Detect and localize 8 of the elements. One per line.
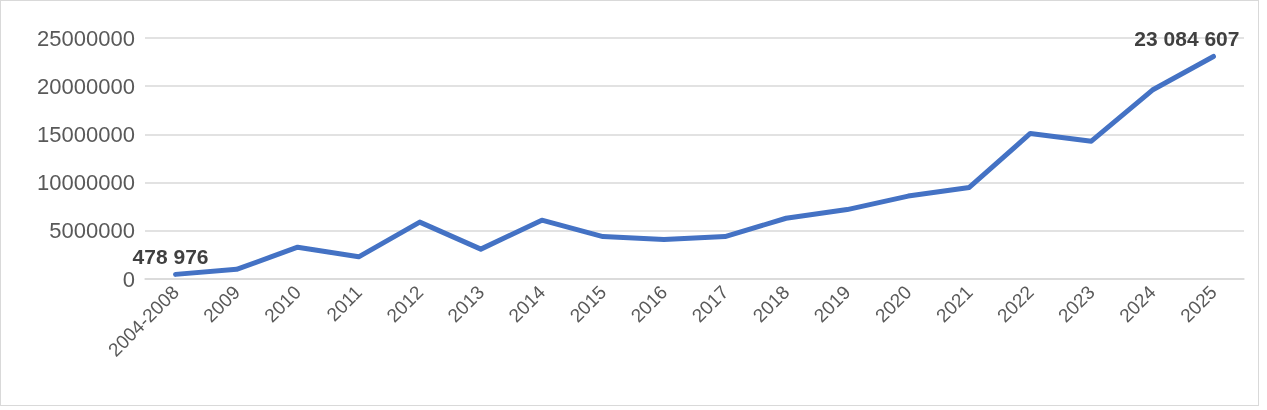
y-tick-label: 10000000 — [37, 170, 135, 196]
y-tick-label: 25000000 — [37, 25, 135, 51]
y-tick-label: 0 — [122, 266, 135, 292]
data-label: 23 084 607 — [1134, 27, 1240, 51]
y-tick-label: 20000000 — [37, 73, 135, 99]
y-tick-label: 5000000 — [49, 218, 135, 244]
y-tick-label: 15000000 — [37, 121, 135, 147]
data-label: 478 976 — [132, 245, 209, 269]
